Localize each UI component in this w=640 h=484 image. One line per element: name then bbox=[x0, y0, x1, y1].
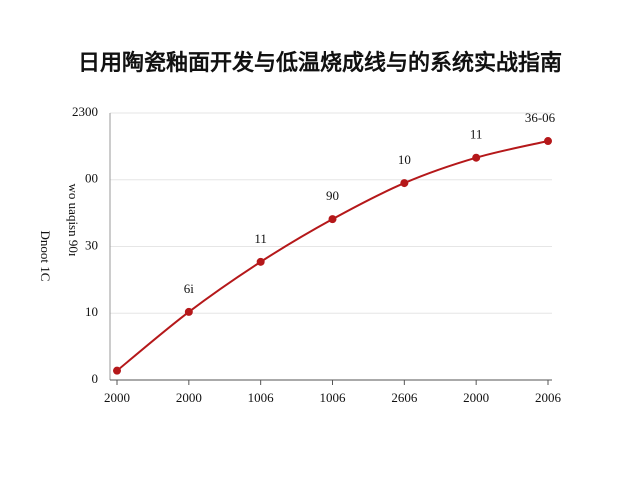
y-tick-label: 30 bbox=[85, 237, 98, 252]
y-axis-label: Dnoot 1C bbox=[38, 231, 53, 282]
point-label: 11 bbox=[470, 127, 483, 142]
point bbox=[544, 137, 552, 146]
y-tick-label: 00 bbox=[85, 171, 98, 186]
x-tick-label: 2006 bbox=[535, 390, 562, 405]
y-tick-label: 2300 bbox=[72, 104, 98, 119]
y-axis-label: wo uaqisn 90ɪ bbox=[66, 184, 81, 257]
point bbox=[113, 366, 121, 375]
x-tick-label: 2000 bbox=[104, 390, 130, 405]
point-label: 6i bbox=[184, 281, 195, 296]
y-tick-label: 0 bbox=[92, 371, 99, 386]
point bbox=[400, 179, 409, 188]
point bbox=[472, 153, 481, 162]
point bbox=[184, 307, 193, 316]
point-label: 90 bbox=[326, 188, 339, 203]
point-label: 10 bbox=[398, 152, 411, 167]
x-tick-label: 1006 bbox=[320, 390, 347, 405]
point-label: 11 bbox=[254, 231, 267, 246]
x-tick-label: 2000 bbox=[176, 390, 202, 405]
chart-title: 日用陶瓷釉面开发与低温烧成线与的系统实战指南 bbox=[78, 50, 562, 76]
x-tick-label: 2000 bbox=[463, 390, 489, 405]
x-tick-label: 2606 bbox=[391, 390, 418, 405]
point bbox=[256, 257, 265, 266]
y-tick-label: 10 bbox=[85, 304, 98, 319]
point bbox=[328, 215, 337, 224]
line bbox=[116, 140, 549, 372]
point-label: 36-06 bbox=[525, 110, 556, 125]
x-tick-label: 1006 bbox=[248, 390, 275, 405]
